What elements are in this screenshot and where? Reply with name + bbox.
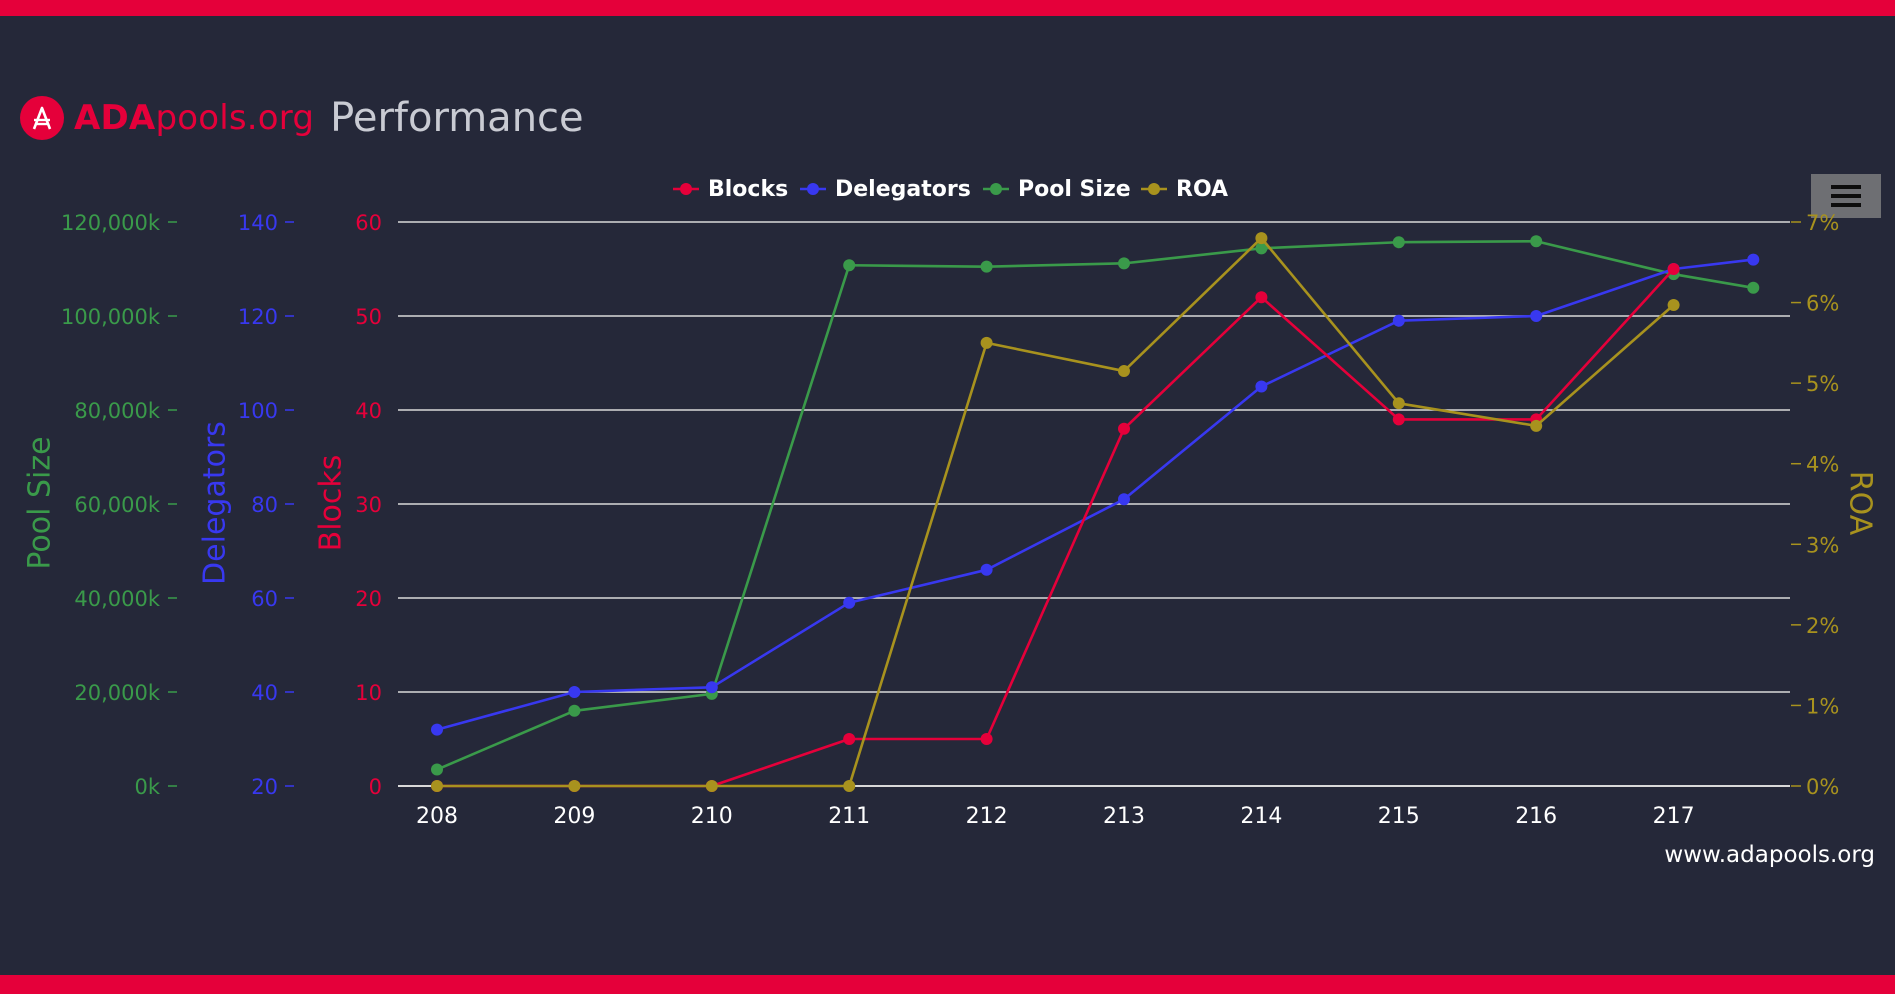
roa-data-point bbox=[431, 780, 443, 792]
pool_size-tick-label: 60,000k bbox=[74, 493, 160, 517]
pool_size-tick-label: 100,000k bbox=[61, 305, 161, 329]
delegators-axis-title: Delegators bbox=[198, 421, 233, 585]
pool-size-data-point bbox=[1747, 281, 1760, 294]
pool-size-data-point bbox=[1392, 236, 1405, 249]
delegators-legend-marker bbox=[807, 183, 819, 195]
delegators-data-point bbox=[1255, 380, 1268, 393]
blocks-legend-marker bbox=[680, 183, 692, 195]
blocks-tick-label: 60 bbox=[355, 211, 382, 235]
roa-series-line bbox=[437, 236, 1675, 788]
pool_size-tick-label: 20,000k bbox=[74, 681, 160, 705]
pool-size-legend-label: Pool Size bbox=[1018, 177, 1131, 202]
roa-tick-label: 6% bbox=[1806, 292, 1839, 316]
pool_size-tick-label: 0k bbox=[134, 775, 160, 799]
x-tick-label: 216 bbox=[1515, 804, 1557, 829]
roa-data-point bbox=[1667, 298, 1680, 311]
delegators-data-point bbox=[431, 723, 443, 736]
delegators-tick-label: 100 bbox=[238, 399, 278, 423]
roa-data-point bbox=[705, 780, 718, 792]
x-tick-label: 210 bbox=[691, 804, 733, 829]
blocks-tick-label: 0 bbox=[369, 775, 382, 799]
hamburger-menu-icon[interactable] bbox=[1811, 174, 1881, 218]
delegators-data-point bbox=[568, 686, 581, 698]
blocks-data-point bbox=[843, 733, 856, 745]
delegators-tick-label: 140 bbox=[238, 211, 278, 235]
delegators-data-point bbox=[705, 681, 718, 694]
pool-size-data-point bbox=[1255, 242, 1268, 255]
roa-tick-label: 3% bbox=[1806, 533, 1839, 557]
delegators-tick-label: 60 bbox=[251, 587, 278, 611]
roa-data-point bbox=[1255, 232, 1268, 245]
delegators-data-point bbox=[1747, 253, 1760, 266]
roa-data-point bbox=[1530, 419, 1543, 432]
delegators-tick-label: 120 bbox=[238, 305, 278, 329]
pool-size-data-point bbox=[843, 259, 856, 272]
roa-data-point bbox=[980, 336, 993, 349]
x-tick-label: 208 bbox=[416, 804, 458, 829]
blocks-tick-label: 30 bbox=[355, 493, 382, 517]
top-accent-bar bbox=[0, 0, 1895, 16]
pool-size-data-point bbox=[980, 260, 993, 273]
roa-tick-label: 7% bbox=[1806, 211, 1839, 235]
roa-data-point bbox=[843, 780, 856, 792]
pool-size-data-point bbox=[568, 704, 581, 717]
delegators-legend-label: Delegators bbox=[835, 177, 971, 202]
roa-legend-marker bbox=[1148, 183, 1160, 195]
roa-data-point bbox=[568, 780, 581, 792]
blocks-data-point bbox=[980, 733, 993, 745]
delegators-data-point bbox=[1530, 310, 1543, 322]
roa-tick-label: 0% bbox=[1806, 775, 1839, 799]
blocks-data-point bbox=[1118, 422, 1130, 435]
blocks-tick-label: 40 bbox=[355, 399, 382, 423]
blocks-legend-label: Blocks bbox=[708, 177, 788, 202]
delegators-data-point bbox=[843, 596, 856, 609]
roa-tick-label: 1% bbox=[1806, 694, 1839, 718]
blocks-data-point bbox=[1392, 413, 1405, 426]
watermark: www.adapools.org bbox=[1664, 842, 1875, 868]
x-tick-label: 212 bbox=[966, 804, 1008, 829]
x-tick-label: 213 bbox=[1103, 804, 1145, 829]
x-tick-label: 215 bbox=[1378, 804, 1420, 829]
blocks-tick-label: 50 bbox=[355, 305, 382, 329]
pool-size-data-point bbox=[1118, 257, 1130, 270]
bottom-accent-bar bbox=[0, 975, 1895, 994]
cardano-logo-icon bbox=[20, 96, 64, 140]
x-tick-label: 217 bbox=[1653, 804, 1695, 829]
blocks-tick-label: 20 bbox=[355, 587, 382, 611]
delegators-tick-label: 80 bbox=[251, 493, 278, 517]
roa-data-point bbox=[1118, 365, 1130, 378]
x-tick-label: 214 bbox=[1240, 804, 1282, 829]
roa-tick-label: 2% bbox=[1806, 614, 1839, 638]
x-tick-label: 209 bbox=[553, 804, 595, 829]
page-title: Performance bbox=[330, 95, 584, 141]
brand-name: ADApools.org bbox=[74, 98, 315, 138]
pool_size-tick-label: 80,000k bbox=[74, 399, 160, 423]
roa-axis-title: ROA bbox=[1843, 471, 1878, 536]
pool_size-tick-label: 40,000k bbox=[74, 587, 160, 611]
pool-size-legend-marker bbox=[990, 183, 1002, 195]
pool_size-tick-label: 120,000k bbox=[61, 211, 161, 235]
delegators-tick-label: 40 bbox=[251, 681, 278, 705]
delegators-data-point bbox=[1118, 493, 1130, 506]
roa-tick-label: 4% bbox=[1806, 453, 1839, 477]
blocks-tick-label: 10 bbox=[355, 681, 382, 705]
blocks-axis-title: Blocks bbox=[314, 455, 349, 552]
pool-size-data-point bbox=[1530, 235, 1543, 248]
blocks-data-point bbox=[1255, 291, 1268, 304]
roa-data-point bbox=[1392, 397, 1405, 410]
delegators-data-point bbox=[980, 563, 993, 576]
blocks-series-line bbox=[437, 268, 1675, 788]
delegators-data-point bbox=[1392, 314, 1405, 327]
roa-legend-label: ROA bbox=[1176, 177, 1228, 202]
blocks-data-point bbox=[1667, 263, 1680, 275]
roa-tick-label: 5% bbox=[1806, 372, 1839, 396]
delegators-tick-label: 20 bbox=[251, 775, 278, 799]
pool_size-axis-title: Pool Size bbox=[23, 436, 58, 569]
pool-size-data-point bbox=[431, 763, 443, 776]
brand-header: ADApools.org Performance bbox=[20, 94, 584, 142]
x-tick-label: 211 bbox=[828, 804, 870, 829]
